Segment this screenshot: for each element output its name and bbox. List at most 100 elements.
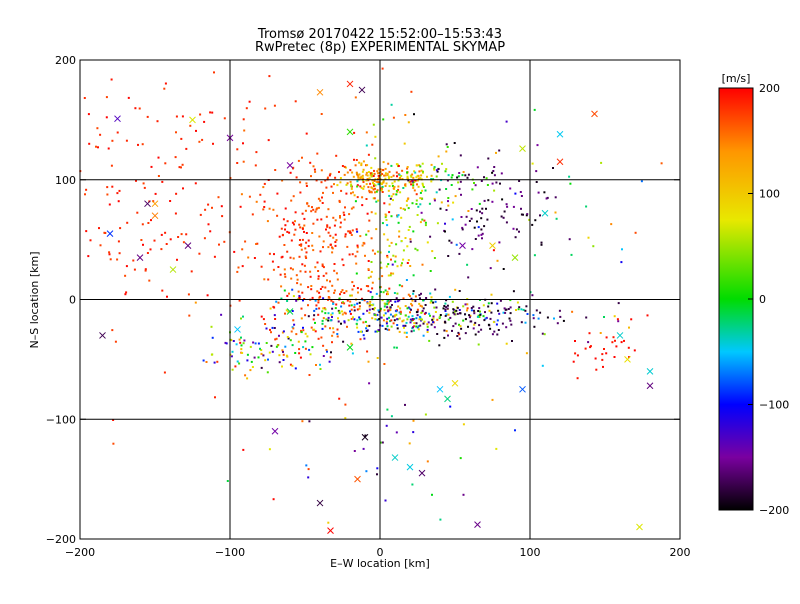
data-point [346, 182, 349, 185]
data-point [406, 171, 409, 174]
data-point [262, 354, 265, 357]
data-point [322, 307, 325, 310]
data-point [355, 171, 358, 174]
data-point [386, 325, 389, 328]
data-point [325, 228, 327, 231]
data-point [322, 246, 324, 249]
data-point [388, 194, 391, 197]
data-point [505, 342, 508, 345]
data-point [393, 185, 396, 188]
data-point [311, 206, 313, 209]
data-point [432, 317, 435, 320]
data-point [408, 225, 411, 228]
data-point [512, 205, 515, 208]
data-point [385, 214, 388, 217]
data-point [380, 182, 382, 185]
data-point [509, 306, 512, 309]
data-point [273, 253, 275, 256]
data-point [277, 301, 280, 304]
data-point [350, 294, 353, 297]
data-point [324, 312, 327, 315]
data-point [617, 302, 620, 305]
data-point [108, 253, 111, 256]
data-point [311, 346, 314, 349]
data-point [321, 265, 324, 267]
data-point [307, 286, 310, 289]
colorbar-tick-label: −200 [759, 504, 789, 517]
data-point [142, 243, 144, 246]
data-point [515, 228, 518, 231]
data-point [495, 323, 498, 326]
data-point [413, 170, 416, 173]
data-point [416, 174, 419, 177]
data-point [310, 288, 313, 291]
data-point [627, 346, 630, 349]
data-point [338, 171, 340, 173]
data-point [85, 188, 88, 191]
data-point [400, 240, 403, 242]
data-point [280, 285, 283, 288]
data-point [316, 218, 319, 221]
data-point-cross [136, 254, 144, 261]
data-point [407, 306, 410, 309]
data-point [368, 308, 371, 311]
data-point [391, 185, 394, 187]
data-point [255, 200, 258, 203]
data-point [303, 217, 306, 220]
data-point [422, 184, 424, 187]
data-point [336, 335, 339, 338]
data-point [396, 292, 399, 295]
data-point [307, 468, 310, 471]
data-point [384, 312, 387, 315]
data-point [340, 305, 343, 308]
data-point [322, 191, 324, 194]
data-point [617, 320, 620, 323]
data-point [350, 183, 353, 186]
data-point [407, 293, 410, 296]
data-point [434, 288, 437, 291]
data-point [459, 154, 462, 157]
data-point [368, 324, 371, 327]
data-point [324, 286, 327, 289]
data-point [454, 195, 457, 198]
data-point [315, 364, 317, 366]
data-point [367, 289, 370, 292]
data-point [388, 244, 391, 247]
data-point [477, 310, 480, 312]
data-point [373, 184, 375, 187]
data-point [210, 353, 213, 356]
data-point [336, 333, 339, 335]
data-point [430, 323, 433, 326]
data-point [376, 357, 379, 359]
data-point [356, 196, 359, 199]
data-point [349, 294, 352, 297]
data-point [386, 224, 389, 227]
data-point [426, 241, 429, 244]
data-point [322, 266, 325, 269]
data-point [383, 233, 386, 236]
data-point [358, 307, 361, 310]
data-point [358, 301, 361, 304]
data-point [268, 75, 271, 78]
data-point [313, 168, 316, 171]
data-point [630, 318, 633, 321]
data-point [439, 314, 442, 316]
data-point [304, 209, 307, 212]
data-point [314, 330, 317, 333]
data-point [396, 318, 399, 321]
data-point [436, 333, 439, 335]
data-point [108, 251, 111, 254]
data-point [255, 151, 258, 154]
data-point [207, 223, 210, 226]
data-point [300, 248, 303, 251]
data-point-cross [511, 254, 519, 261]
data-point [111, 185, 114, 188]
data-point [289, 171, 292, 174]
data-point [405, 336, 408, 338]
data-point [206, 294, 209, 297]
data-point [244, 374, 247, 377]
data-point [267, 358, 269, 361]
data-point [409, 295, 411, 298]
data-point [375, 292, 378, 295]
data-point [175, 192, 178, 195]
